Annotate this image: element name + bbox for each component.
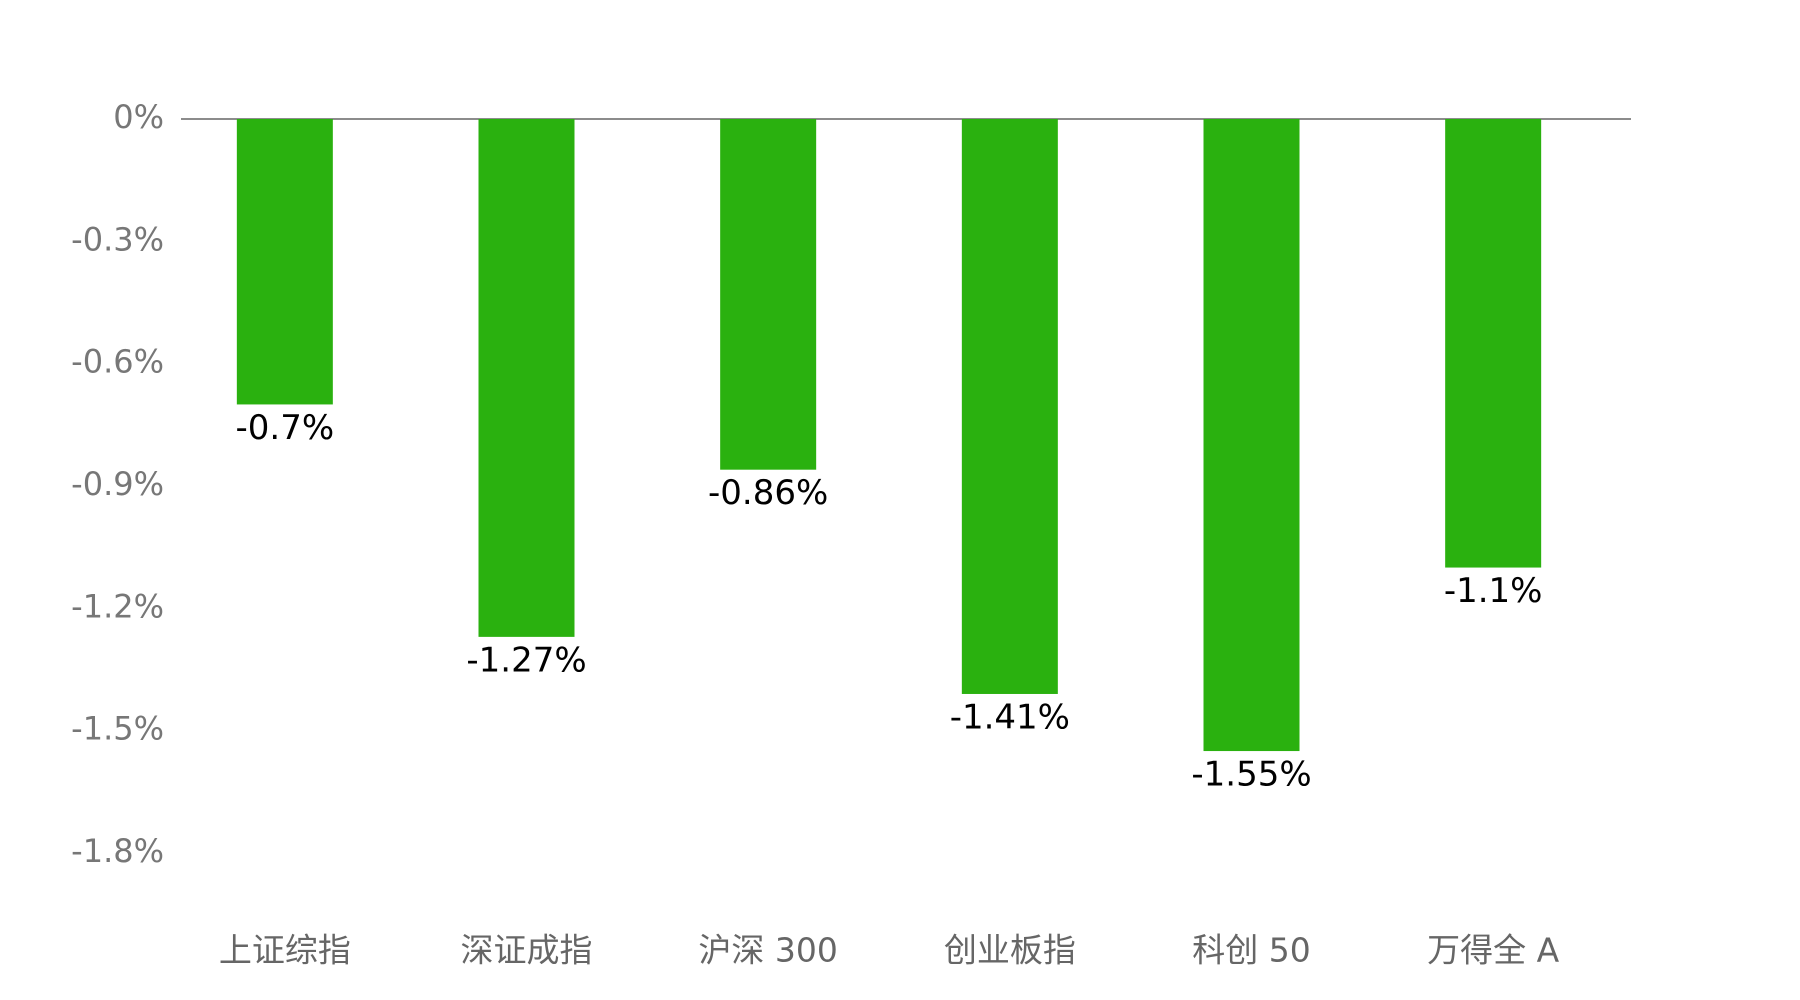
value-label: -1.1% bbox=[1444, 571, 1543, 611]
y-tick-label: -0.3% bbox=[71, 220, 164, 258]
x-tick-label: 深证成指 bbox=[461, 931, 593, 970]
y-tick-label: -1.5% bbox=[71, 710, 164, 748]
bar bbox=[720, 119, 817, 470]
value-label: -1.55% bbox=[1191, 755, 1311, 795]
value-label: -0.7% bbox=[236, 408, 335, 448]
y-tick-label: 0% bbox=[113, 98, 164, 136]
x-tick-label: 科创 50 bbox=[1192, 931, 1310, 970]
bar bbox=[1445, 119, 1542, 568]
bar bbox=[961, 119, 1058, 694]
value-label: -1.41% bbox=[950, 697, 1070, 737]
x-tick-label: 沪深 300 bbox=[698, 931, 837, 970]
x-tick-label: 上证综指 bbox=[219, 931, 351, 970]
y-tick-label: -0.9% bbox=[71, 465, 164, 503]
value-label: -0.86% bbox=[708, 473, 828, 513]
bar bbox=[1203, 119, 1300, 752]
value-label: -1.27% bbox=[466, 640, 586, 680]
bar bbox=[236, 119, 333, 405]
y-tick-label: -0.6% bbox=[71, 343, 164, 381]
y-tick-label: -1.8% bbox=[71, 832, 164, 870]
y-tick-label: -1.2% bbox=[71, 587, 164, 625]
bar bbox=[478, 119, 575, 637]
x-tick-label: 创业板指 bbox=[944, 931, 1076, 970]
x-tick-label: 万得全 A bbox=[1427, 931, 1559, 970]
